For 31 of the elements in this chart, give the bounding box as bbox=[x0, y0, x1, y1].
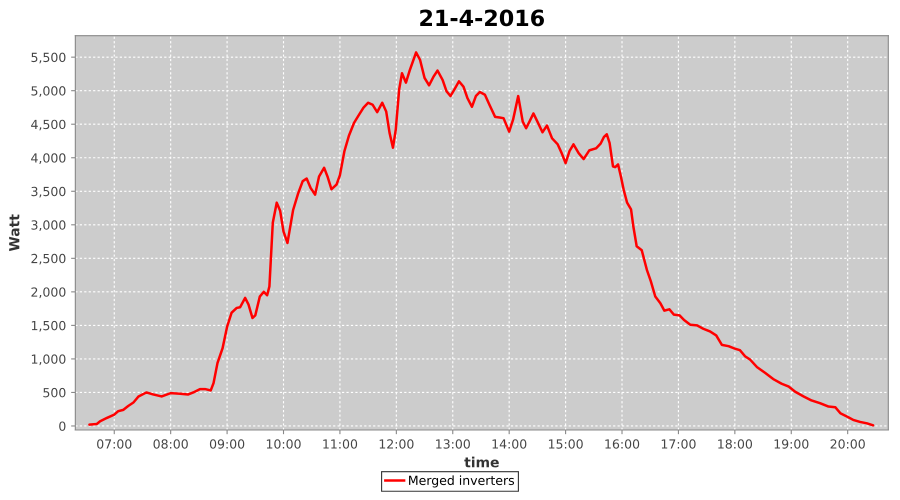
y-tick-label: 5,000 bbox=[31, 86, 66, 97]
legend-label: Merged inverters bbox=[409, 475, 514, 488]
chart-title: 21-4-2016 bbox=[420, 9, 544, 26]
x-tick-label: 11:00 bbox=[323, 439, 358, 449]
line-series bbox=[88, 51, 874, 427]
x-tick-label: 16:00 bbox=[605, 439, 640, 449]
x-tick-label: 12:00 bbox=[380, 439, 414, 449]
x-tick-label: 08:00 bbox=[153, 439, 188, 449]
x-tick-label: 19:00 bbox=[774, 439, 808, 449]
y-axis-title: Watt bbox=[9, 214, 20, 252]
y-tick-label: 500 bbox=[43, 388, 66, 398]
y-tick-label: 0 bbox=[59, 421, 66, 431]
y-tick-label: 1,000 bbox=[32, 354, 66, 366]
x-tick-label: 17:00 bbox=[662, 439, 696, 449]
y-tick-label: 3,000 bbox=[31, 220, 66, 232]
y-tick-label: 2,000 bbox=[31, 287, 66, 298]
y-tick-label: 2,500 bbox=[31, 254, 66, 265]
y-tick-label: 4,000 bbox=[31, 153, 66, 164]
x-axis-title: time bbox=[464, 456, 499, 468]
y-tick-label: 5,500 bbox=[31, 52, 66, 64]
x-tick-label: 13:00 bbox=[436, 439, 470, 449]
y-tick-label: 1,500 bbox=[32, 320, 66, 332]
x-tick-label: 18:00 bbox=[718, 439, 752, 449]
y-tick-label: 3,500 bbox=[31, 186, 66, 198]
x-tick-label: 20:00 bbox=[830, 439, 865, 449]
x-tick-label: 10:00 bbox=[266, 439, 301, 449]
x-tick-label: 14:00 bbox=[492, 439, 526, 449]
y-tick-label: 4,500 bbox=[31, 120, 66, 130]
x-tick-label: 09:00 bbox=[210, 439, 244, 449]
x-tick-label: 07:00 bbox=[97, 439, 132, 449]
x-tick-label: 15:00 bbox=[548, 439, 583, 449]
